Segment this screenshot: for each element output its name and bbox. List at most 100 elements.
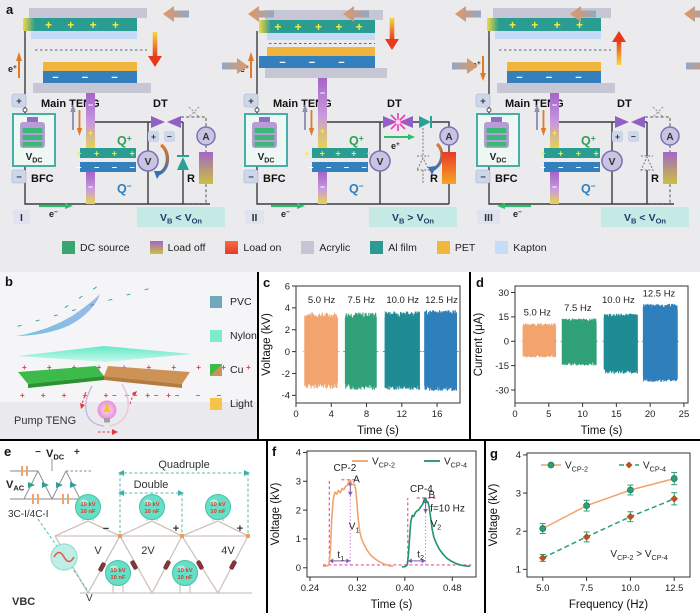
y-tick-label: 0 [285, 347, 290, 358]
gap-arrow-down-icon [385, 18, 399, 50]
svg-text:+ + + + +: + + + + + [304, 149, 376, 159]
legend-swatch [370, 241, 384, 254]
inset-rectifier: − VDC + VAC 3C-I/4C-I [6, 447, 92, 520]
flow-arrow-right-icon [452, 58, 478, 74]
x-tick-label: 5.0 [536, 583, 549, 594]
burst-5.0 Hz [522, 323, 557, 358]
gap-arrow-up-icon [612, 31, 626, 65]
svg-text:−: − [88, 100, 93, 110]
svg-text:+: + [88, 128, 93, 138]
bracket-arrowheads [118, 470, 250, 496]
divider [257, 272, 259, 439]
legend-label: DC source [80, 241, 130, 254]
plot-frame [306, 450, 477, 578]
dc-source-battery: VDC [476, 113, 520, 167]
svg-text:+ + + +: + + + + [540, 149, 604, 159]
e-plus-flow-arrow-icon [384, 134, 415, 140]
teng-stack: + + + + − − − [23, 8, 151, 93]
flow-arrow-left-icon [455, 6, 481, 22]
updown-arrows-icon [70, 104, 83, 136]
x-tick-label: 5 [546, 409, 551, 420]
panel-label-f: f [272, 444, 277, 459]
svg-text:+ + + +: + + + + [45, 18, 125, 32]
ammeter [196, 126, 216, 146]
divider [469, 272, 471, 439]
tap-4v: 4V [221, 545, 235, 557]
chart-annotation: CP-2 [334, 463, 357, 474]
panel-label-d: d [476, 275, 484, 290]
y-tick-label: 0 [296, 563, 301, 574]
legend-item-Kapton: Kapton [495, 241, 547, 254]
svg-text:e+: e+ [391, 141, 400, 151]
data-point [626, 512, 635, 521]
spark-on-icon [389, 113, 407, 131]
chart-annotation: B [428, 490, 435, 501]
legend-item-Nylon: Nylon [210, 330, 257, 342]
state-numeral: I [20, 212, 23, 224]
svg-text:− − − −: − − − − [308, 163, 372, 173]
charge-column-upper [318, 78, 327, 148]
x-tick-label: 0.48 [443, 583, 462, 594]
burst-label: 12.5 Hz [425, 295, 458, 306]
cap-rating-kv: 10 kV [210, 502, 225, 508]
burst-12.5 Hz [642, 303, 678, 382]
y-tick-label: 2 [296, 505, 301, 516]
data-point [670, 494, 679, 503]
quadruple-label: Quadruple [158, 459, 209, 471]
dc-source-battery: VDC [12, 113, 56, 167]
svg-text:− − − −: − − − − [76, 163, 140, 173]
circuit-node [118, 534, 122, 538]
svg-text:e−: e− [281, 209, 290, 219]
x-tick-label: 10.0 [621, 583, 640, 594]
legend-swatch [210, 364, 222, 376]
dt-label: DT [153, 98, 168, 110]
cap-rating-nf: 10 nF [144, 509, 160, 515]
burst-label: 5.0 Hz [308, 295, 336, 306]
x-tick-label: 0.40 [396, 583, 415, 594]
legend-swatch [436, 241, 450, 254]
legend-label: PVC [230, 296, 252, 308]
y-tick-label: 2 [516, 527, 521, 538]
panel-c: c 0 4 8 12 16 -4 -2 0 2 4 6 Time (s) Voltage (kV) 5.0… [259, 272, 469, 439]
diode-icon [229, 560, 237, 570]
cap-rating-nf: 10 nF [177, 575, 193, 581]
legend-label: Light [230, 398, 253, 410]
chart-annotation: A [353, 475, 360, 486]
bfc-capacitor: + + + + − − − − − [76, 148, 140, 204]
legend-item-Cu: Cu [210, 364, 257, 376]
cu-electrodes [18, 366, 190, 388]
data-point [670, 475, 678, 482]
legend-label: Cu [230, 364, 244, 376]
svg-text:A: A [666, 132, 673, 143]
ac-source [50, 543, 78, 571]
chart-annotation: V2 [431, 519, 442, 532]
x-axis-title: Time (s) [371, 599, 413, 611]
burst-label: 7.5 Hz [564, 303, 592, 314]
circuit-state-II: + + + + + − − − Main TENG DT e+ + [240, 10, 459, 227]
legend-item-Load on: Load on [225, 241, 281, 254]
diode-icon [177, 155, 189, 170]
svg-text:A: A [445, 132, 452, 143]
burst-label: 7.5 Hz [348, 295, 376, 306]
y-tick-label: 4 [285, 303, 290, 314]
svg-text:− − −: − − − [516, 72, 591, 84]
voltage-vs-frequency-chart: 5.0 7.5 10.0 12.5 1 2 3 4 Frequency (Hz) Voltage … [488, 450, 691, 611]
series-VCP-4 [401, 497, 471, 568]
voltage-condition-badge [369, 207, 457, 227]
legend-swatch [149, 241, 163, 254]
panel-e: e [0, 441, 266, 613]
panel-label-a: a [6, 2, 14, 17]
svg-text:− − −: − − − [52, 72, 127, 84]
bfc-capacitor: + + + + + − − − − − [304, 148, 376, 204]
cap-rating-nf: 10 nF [110, 575, 126, 581]
diode-icon [130, 560, 138, 570]
svg-text:BFC: BFC [495, 173, 518, 185]
data-point [583, 502, 590, 510]
divider [0, 439, 700, 441]
x-tick-label: 15 [611, 409, 622, 420]
multiplier-brackets [119, 472, 249, 534]
legend-label: Kapton [513, 241, 547, 254]
svg-text:+: + [237, 523, 243, 535]
svg-text:+ + + + + + + + + +: + + + + + + + + + + [22, 363, 257, 372]
svg-text:−: − [35, 447, 41, 458]
